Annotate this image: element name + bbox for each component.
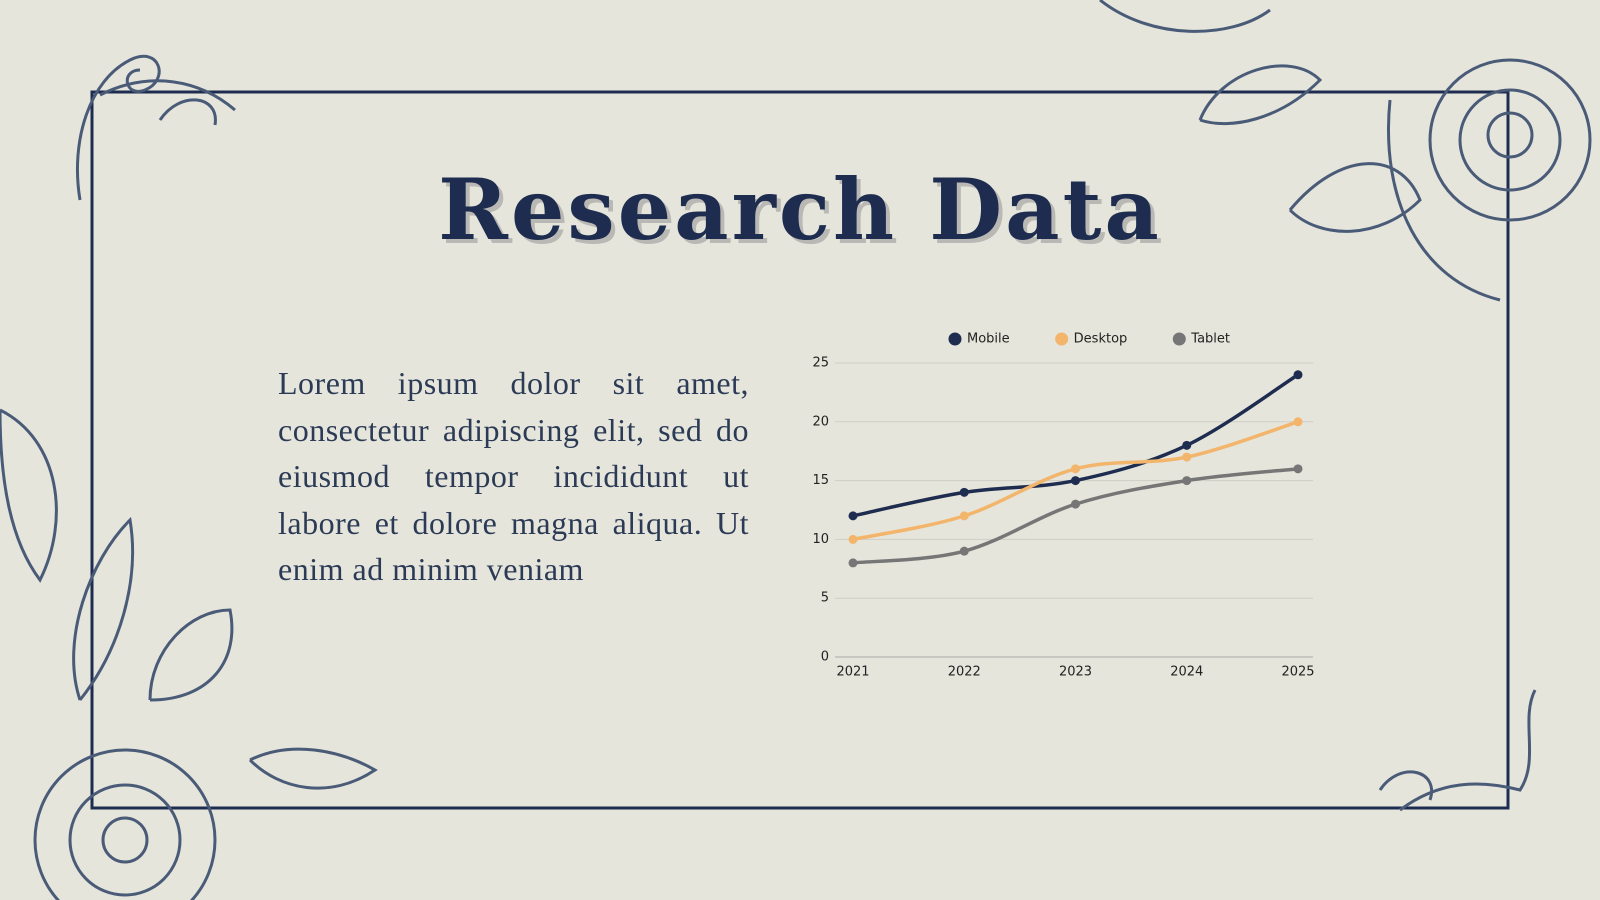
data-point: [959, 546, 969, 556]
legend-label: Desktop: [1074, 332, 1128, 347]
data-point: [1293, 370, 1303, 380]
x-tick-label: 2025: [1281, 665, 1314, 680]
data-point: [959, 487, 969, 497]
data-point: [1182, 476, 1192, 486]
data-point: [1182, 440, 1192, 450]
frame: [90, 90, 1510, 810]
y-tick-label: 25: [812, 356, 829, 371]
data-point: [1293, 464, 1303, 474]
y-tick-label: 10: [812, 532, 829, 547]
data-point: [1293, 417, 1303, 427]
x-tick-label: 2022: [948, 665, 981, 680]
data-point: [848, 511, 858, 521]
x-tick-label: 2021: [836, 665, 869, 680]
body-text: Lorem ipsum dolor sit amet, consectetur …: [278, 365, 749, 587]
y-tick-label: 20: [812, 414, 829, 429]
legend-marker: [1055, 332, 1069, 346]
data-point: [959, 511, 969, 521]
data-point: [1182, 452, 1192, 462]
legend-marker: [1172, 332, 1186, 346]
legend-marker: [948, 332, 962, 346]
y-tick-label: 5: [821, 591, 829, 606]
slide-title: Research Data: [438, 160, 1162, 259]
legend-label: Mobile: [967, 332, 1010, 347]
x-tick-label: 2024: [1170, 665, 1203, 680]
data-point: [848, 558, 858, 568]
y-tick-label: 15: [812, 473, 829, 488]
y-tick-label: 0: [821, 650, 829, 665]
data-point: [848, 534, 858, 544]
data-point: [1071, 476, 1080, 486]
legend-label: Tablet: [1190, 332, 1230, 347]
data-point: [1071, 464, 1080, 474]
x-tick-label: 2023: [1059, 665, 1092, 680]
data-point: [1071, 499, 1080, 509]
